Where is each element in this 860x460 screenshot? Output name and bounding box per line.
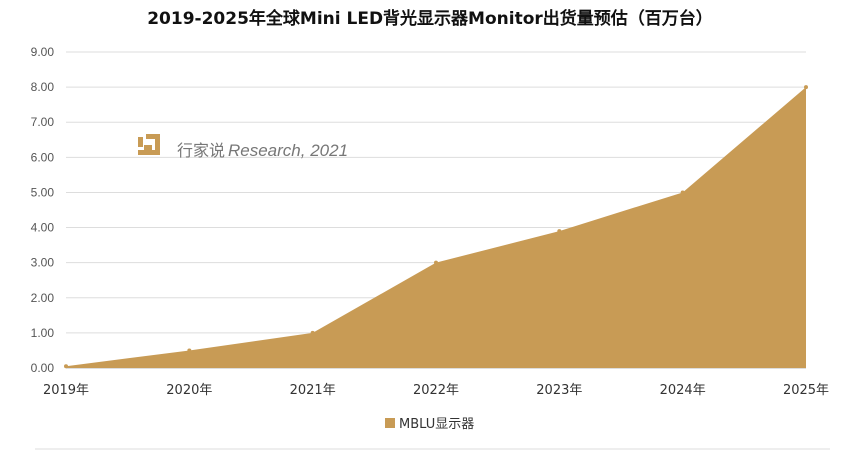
- y-axis-ticks: 0.00 1.00 2.00 3.00 4.00 5.00 6.00 7.00 8.00 9.00: [31, 45, 55, 375]
- legend: MBLU显示器: [385, 417, 474, 432]
- data-point: [187, 348, 192, 353]
- x-tick-label: 2019年: [43, 383, 89, 398]
- x-axis-ticks: 2019年 2020年 2021年 2022年 2023年 2024年 2025年: [43, 383, 829, 398]
- y-tick-label: 1.00: [31, 326, 55, 340]
- gridlines: [66, 51, 806, 369]
- data-point: [804, 85, 808, 90]
- watermark-logo-icon: [138, 134, 160, 155]
- watermark-text: Research, 2021: [228, 141, 348, 160]
- legend-swatch: [385, 418, 395, 428]
- area-series: [64, 85, 808, 369]
- watermark-brand: 行家说: [177, 141, 225, 160]
- data-point: [680, 190, 685, 195]
- x-tick-label: 2022年: [413, 383, 459, 398]
- y-tick-label: 7.00: [31, 115, 55, 129]
- x-tick-label: 2021年: [290, 383, 336, 398]
- y-tick-label: 5.00: [31, 185, 55, 199]
- y-tick-label: 4.00: [31, 221, 55, 235]
- x-tick-label: 2023年: [536, 383, 582, 398]
- legend-label: MBLU显示器: [399, 417, 474, 432]
- y-tick-label: 9.00: [31, 45, 55, 59]
- y-tick-label: 0.00: [31, 361, 55, 375]
- y-tick-label: 3.00: [31, 256, 55, 270]
- data-point: [64, 364, 68, 369]
- y-tick-label: 2.00: [31, 291, 55, 305]
- data-point: [434, 260, 438, 265]
- y-tick-label: 8.00: [31, 80, 55, 94]
- data-point: [310, 330, 315, 335]
- data-point: [557, 229, 562, 234]
- x-tick-label: 2025年: [783, 383, 829, 398]
- x-tick-label: 2024年: [660, 383, 706, 398]
- y-tick-label: 6.00: [31, 150, 55, 164]
- chart-title: 2019-2025年全球Mini LED背光显示器Monitor出货量预估（百万…: [147, 8, 713, 29]
- watermark: 行家说 Research, 2021: [138, 134, 348, 160]
- x-tick-label: 2020年: [166, 383, 212, 398]
- area-mblu: [66, 87, 806, 368]
